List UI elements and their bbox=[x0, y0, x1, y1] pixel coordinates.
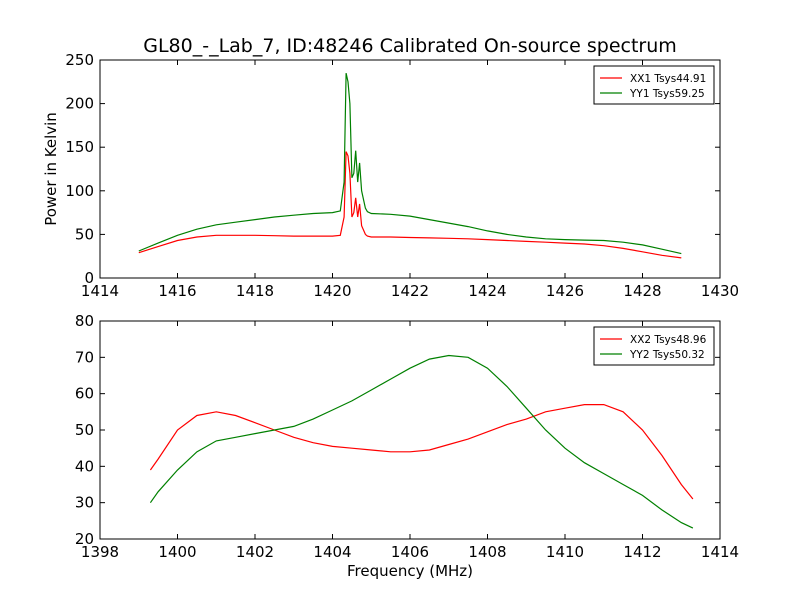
legend-entry: YY2 Tsys50.32 bbox=[629, 349, 705, 361]
y-tick-label: 80 bbox=[75, 312, 94, 330]
figure-title: GL80_-_Lab_7, ID:48246 Calibrated On-sou… bbox=[143, 35, 677, 57]
y-tick-label: 50 bbox=[75, 421, 94, 439]
x-tick-label: 1410 bbox=[546, 543, 584, 561]
top-spectrum-panel: 1414 1416 1418 1420 1422 1424 1426 1428 1430 0 50 1… bbox=[42, 51, 739, 300]
legend-entry: XX1 Tsys44.91 bbox=[630, 73, 706, 85]
x-tick-label: 1414 bbox=[81, 282, 119, 300]
y-axis-label: Power in Kelvin bbox=[42, 112, 60, 226]
x-tick-label: 1412 bbox=[623, 543, 661, 561]
legend: XX2 Tsys48.96 YY2 Tsys50.32 bbox=[593, 326, 715, 366]
y-tick-label: 50 bbox=[75, 225, 94, 243]
y-tick-label: 250 bbox=[65, 51, 94, 69]
legend-box bbox=[593, 65, 715, 105]
y-tick-label: 30 bbox=[75, 494, 94, 512]
x-tick-label: 1406 bbox=[391, 543, 429, 561]
legend-box bbox=[593, 326, 715, 366]
x-tick-label: 1418 bbox=[236, 282, 274, 300]
y-tick-label: 70 bbox=[75, 348, 94, 366]
x-tick-label: 1424 bbox=[468, 282, 506, 300]
x-axis-label: Frequency (MHz) bbox=[347, 562, 473, 580]
bottom-spectrum-panel: 1398 1400 1402 1404 1406 1408 1410 1412 1414 20 30… bbox=[75, 312, 739, 580]
x-tick-label: 1428 bbox=[623, 282, 661, 300]
series-line-1 bbox=[149, 404, 694, 500]
x-tick-label: 1420 bbox=[313, 282, 351, 300]
legend-entry: XX2 Tsys48.96 bbox=[630, 334, 707, 346]
x-tick-label: 1400 bbox=[158, 543, 196, 561]
x-tick-label: 1430 bbox=[701, 282, 739, 300]
x-tick-label: 1398 bbox=[81, 543, 119, 561]
y-tick-label: 0 bbox=[84, 269, 94, 287]
legend-entry: YY1 Tsys59.25 bbox=[629, 88, 705, 100]
x-tick-label: 1414 bbox=[701, 543, 739, 561]
x-tick-label: 1422 bbox=[391, 282, 429, 300]
x-tick-label: 1416 bbox=[158, 282, 196, 300]
y-tick-label: 200 bbox=[65, 95, 94, 113]
x-tick-label: 1408 bbox=[468, 543, 506, 561]
y-tick-label: 20 bbox=[75, 530, 94, 548]
y-tick-label: 150 bbox=[65, 138, 94, 156]
y-tick-label: 40 bbox=[75, 457, 94, 475]
x-tick-label: 1426 bbox=[546, 282, 584, 300]
legend: XX1 Tsys44.91 YY1 Tsys59.25 bbox=[593, 65, 715, 105]
series-line-2 bbox=[149, 354, 694, 529]
x-tick-label: 1402 bbox=[236, 543, 274, 561]
series-line-1 bbox=[138, 151, 682, 259]
y-tick-label: 60 bbox=[75, 385, 94, 403]
x-tick-label: 1404 bbox=[313, 543, 351, 561]
y-tick-label: 100 bbox=[65, 182, 94, 200]
series-line-2 bbox=[138, 72, 682, 255]
